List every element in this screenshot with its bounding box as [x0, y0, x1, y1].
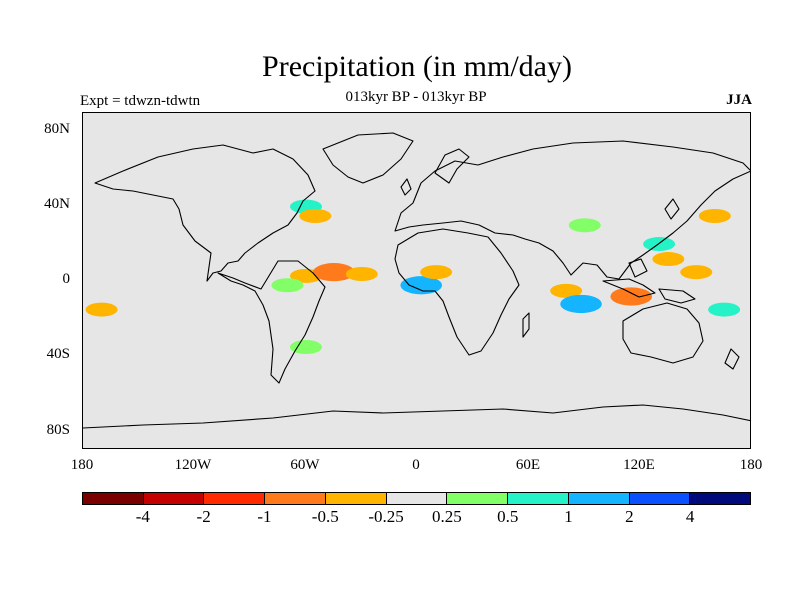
colorbar-swatch: [690, 493, 751, 504]
colorbar-label: -0.25: [368, 507, 404, 526]
anomaly-contour: [299, 208, 332, 223]
season-label: JJA: [726, 92, 752, 108]
colorbar-label: 1: [564, 507, 573, 526]
colorbar-swatch: [386, 493, 448, 504]
coastline-eurasia: [394, 140, 750, 280]
experiment-label: Expt = tdwzn-tdwtn: [80, 93, 201, 109]
colorbar-swatch: [83, 493, 144, 504]
coastline-greenland: [322, 132, 414, 184]
map-plot-area: [82, 112, 751, 449]
coastline-south-america: [217, 260, 326, 384]
colorbar-swatch: [265, 493, 326, 504]
coastline-africa: [394, 228, 520, 356]
anomaly-contour: [122, 265, 155, 280]
colorbar-swatch: [204, 493, 266, 504]
colorbar: [82, 492, 751, 505]
y-label-80s: 80S: [46, 422, 70, 438]
colorbar-label: 2: [625, 507, 634, 526]
colorbar-swatch: [508, 493, 569, 504]
colorbar-swatch: [568, 493, 630, 504]
x-label-180w: 180: [70, 457, 94, 473]
x-label-60e: 60E: [515, 457, 541, 473]
colorbar-label: 0.5: [497, 507, 519, 526]
colorbar-label: -2: [196, 507, 211, 526]
colorbar-swatch: [447, 493, 509, 504]
colorbar-swatch: [325, 493, 387, 504]
anomaly-contours: [85, 190, 741, 355]
colorbar-label: -4: [135, 507, 150, 526]
colorbar-label: -0.5: [311, 507, 339, 526]
chart-subtitle: 013kyr BP - 013kyr BP: [345, 89, 487, 105]
coastline-antarctica: [83, 404, 750, 429]
coastline-north-america: [94, 144, 316, 282]
colorbar-label: 0.25: [432, 507, 462, 526]
colorbar-swatch: [143, 493, 205, 504]
y-label-0: 0: [62, 271, 71, 287]
coastline-madagascar: [522, 312, 530, 338]
anomaly-contour: [271, 278, 304, 293]
coastline-scandinavia: [434, 148, 470, 184]
anomaly-contour: [550, 283, 583, 298]
y-label-40s: 40S: [46, 346, 70, 362]
anomaly-contour: [420, 265, 453, 280]
coastline-outlines: [83, 132, 750, 429]
y-label-80n: 80N: [44, 121, 70, 137]
x-label-120w: 120W: [174, 457, 212, 473]
anomaly-contour: [587, 190, 620, 205]
anomaly-contour: [313, 263, 355, 282]
x-label-180e: 180: [739, 457, 763, 473]
anomaly-contour: [643, 311, 676, 326]
precipitation-map: [83, 132, 750, 429]
anomaly-contour: [485, 237, 518, 252]
colorbar-swatch: [629, 493, 691, 504]
anomaly-contour: [652, 252, 685, 267]
coastline-australia: [622, 302, 704, 364]
anomaly-contour: [400, 276, 443, 295]
anomaly-contour: [290, 340, 322, 355]
colorbar-label: -1: [257, 507, 272, 526]
anomaly-contour: [568, 218, 601, 233]
anomaly-contour: [610, 287, 653, 306]
anomaly-contour: [345, 267, 378, 282]
x-label-0: 0: [412, 457, 420, 473]
anomaly-contour: [708, 302, 741, 317]
chart-title: Precipitation (in mm/day): [262, 50, 572, 83]
x-label-60w: 60W: [290, 457, 320, 473]
coastline-indonesia: [602, 258, 696, 304]
anomaly-contour: [85, 302, 118, 317]
colorbar-label: 4: [685, 507, 695, 526]
coastline-uk: [400, 178, 412, 196]
coastline-japan: [664, 198, 680, 220]
coastline-new-zealand: [724, 348, 740, 370]
x-label-120e: 120E: [623, 457, 655, 473]
anomaly-contour: [680, 265, 713, 280]
anomaly-contour: [698, 208, 731, 223]
y-label-40n: 40N: [44, 196, 70, 212]
anomaly-contour: [560, 294, 602, 314]
